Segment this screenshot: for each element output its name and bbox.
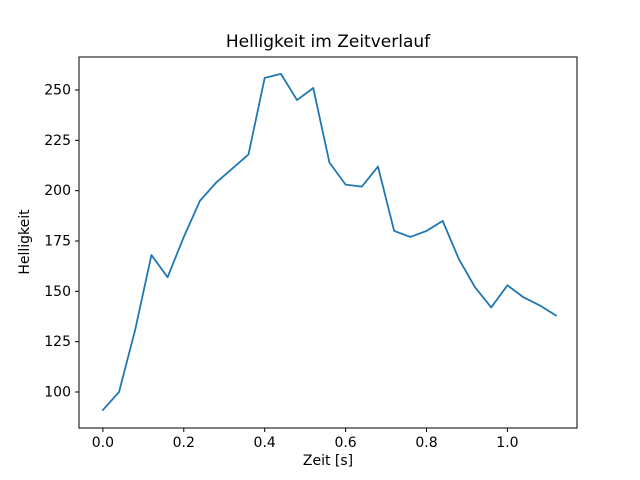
y-tick-label: 200 [44,183,71,199]
y-tick-label: 150 [44,284,71,300]
y-tick-label: 100 [44,384,71,400]
y-tick-label: 250 [44,83,71,99]
y-axis-label: Helligkeit [17,209,33,275]
x-tick-label: 0.2 [173,435,195,451]
x-tick-label: 0.8 [415,435,437,451]
axes-spines [78,56,578,429]
line-series [101,73,557,411]
x-tick-label: 1.0 [496,435,518,451]
y-tick-label: 125 [44,334,71,350]
chart-title: Helligkeit im Zeitverlauf [225,32,431,52]
x-tick-label: 0.4 [254,435,276,451]
y-tick-label: 175 [44,233,71,249]
x-axis-label: Zeit [s] [302,453,354,469]
x-tick-label: 0.6 [334,435,356,451]
y-tick-label: 225 [44,133,71,149]
x-tick-label: 0.0 [92,435,114,451]
